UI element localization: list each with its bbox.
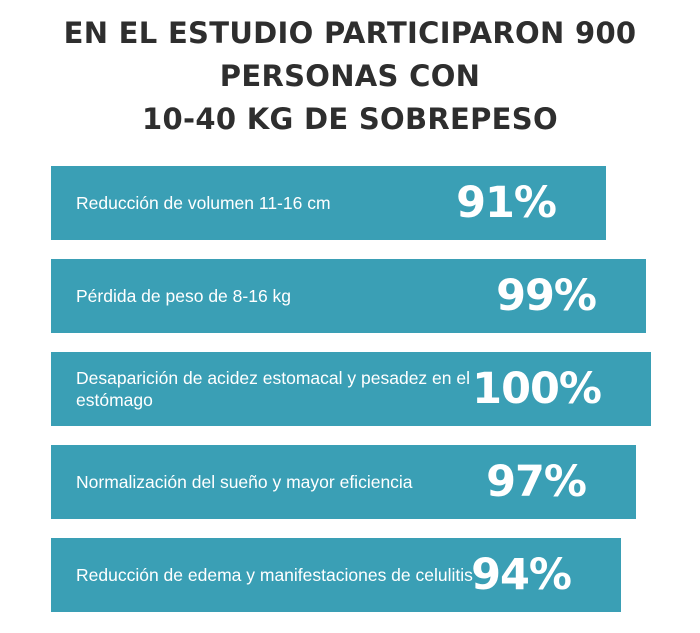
title-line-1: EN EL ESTUDIO PARTICIPARON 900 bbox=[63, 16, 637, 50]
bar-value-label: 99% bbox=[496, 271, 597, 321]
bar-value-label: 100% bbox=[472, 364, 602, 414]
bar-label: Reducción de edema y manifestaciones de … bbox=[76, 565, 473, 585]
bar-label: Desaparición de acidez estomacal y pesad… bbox=[76, 368, 470, 410]
bar: Pérdida de peso de 8-16 kg 99% bbox=[51, 259, 646, 333]
bar-value-label: 94% bbox=[471, 550, 572, 600]
bar-label: Normalización del sueño y mayor eficienc… bbox=[76, 472, 413, 492]
bar: Reducción de volumen 11-16 cm 91% bbox=[51, 166, 606, 240]
bar-label: Pérdida de peso de 8-16 kg bbox=[76, 286, 292, 306]
bar-value-label: 97% bbox=[486, 457, 587, 507]
title-line-2: PERSONAS CON bbox=[219, 59, 481, 93]
bar: Reducción de edema y manifestaciones de … bbox=[51, 538, 621, 612]
bar-value-label: 91% bbox=[456, 178, 557, 228]
title-line-3: 10-40 KG DE SOBREPESO bbox=[142, 102, 558, 136]
bar: Normalización del sueño y mayor eficienc… bbox=[51, 445, 636, 519]
bar-label: Reducción de volumen 11-16 cm bbox=[76, 193, 331, 213]
bar: Desaparición de acidez estomacal y pesad… bbox=[51, 352, 651, 426]
chart-title: EN EL ESTUDIO PARTICIPARON 900 PERSONAS … bbox=[0, 12, 700, 141]
